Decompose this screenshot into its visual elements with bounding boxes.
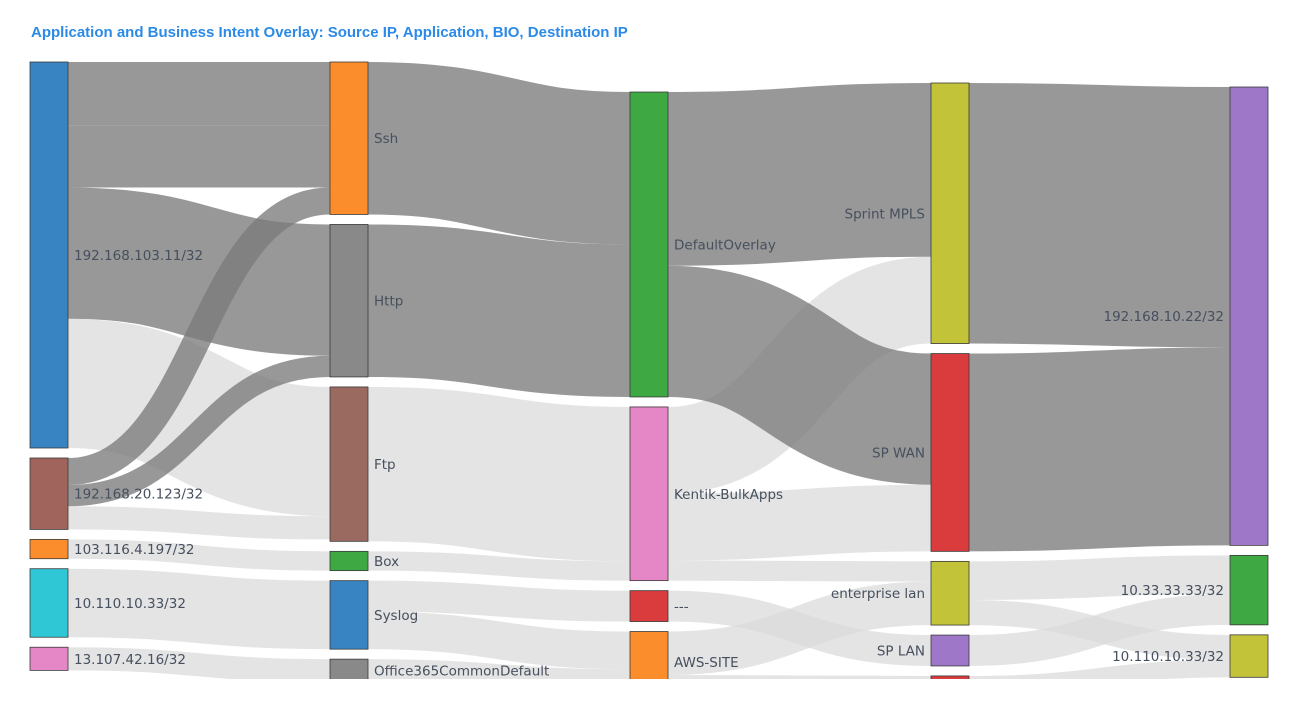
sankey-link-app1-bio1-10[interactable] (367, 62, 631, 245)
sankey-node-app1[interactable] (329, 61, 369, 215)
sankey-link-bio2-lnk3-21[interactable] (667, 560, 932, 582)
sankey-node-bio2[interactable] (629, 406, 669, 582)
sankey-link-app3-bio2-12[interactable] (367, 386, 631, 562)
sankey-node-lnk3[interactable] (930, 560, 970, 626)
sankey-node-label-dst3: 10.110.10.33/32 (1112, 649, 1224, 665)
sankey-node-label-app5: Syslog (374, 608, 418, 624)
links-layer (66, 61, 1231, 685)
sankey-link-src5-app6-9[interactable] (67, 647, 331, 679)
sankey-node-bio1[interactable] (629, 91, 669, 398)
sankey-node-label-src2: 192.168.20.123/32 (74, 487, 203, 503)
sankey-node-label-app1: Ssh (374, 131, 398, 147)
sankey-link-src2-app3-6[interactable] (67, 506, 331, 540)
sankey-node-label-src4: 10.110.10.33/32 (74, 596, 186, 612)
sankey-node-label-lnk3: enterprise lan (831, 586, 925, 602)
labels-layer: 192.168.103.11/32 192.168.20.123/32 103.11… (74, 131, 1225, 680)
nodes-layer (29, 61, 1269, 693)
sankey-node-label-app3: Ftp (374, 457, 396, 473)
sankey-link-src2-app1-4[interactable] (67, 187, 331, 486)
sankey-node-label-bio1: DefaultOverlay (674, 237, 776, 253)
sankey-node-app2[interactable] (329, 224, 369, 378)
sankey-node-lnk1[interactable] (930, 82, 970, 344)
sankey-link-bio1-lnk1-17[interactable] (667, 83, 932, 266)
sankey-node-label-src1: 192.168.103.11/32 (74, 248, 203, 264)
sankey-node-label-src3: 103.116.4.197/32 (74, 542, 195, 558)
sankey-link-app5-bio3-14[interactable] (367, 580, 631, 622)
sankey-node-app4[interactable] (329, 550, 369, 572)
sankey-node-label-bio4: AWS-SITE (674, 655, 739, 671)
sankey-node-lnk5[interactable] (930, 675, 970, 693)
sankey-node-app3[interactable] (329, 386, 369, 542)
sankey-link-app2-bio1-11[interactable] (367, 224, 631, 397)
sankey-link-lnk5-dst3-30[interactable] (968, 659, 1231, 685)
sankey-node-bio4[interactable] (629, 631, 669, 693)
sankey-node-src2[interactable] (29, 457, 69, 530)
sankey-link-lnk1-dst1-25[interactable] (968, 83, 1231, 348)
sankey-node-label-src5: 13.107.42.16/32 (74, 652, 186, 668)
sankey-link-src2-app2-5[interactable] (67, 355, 331, 507)
sankey-link-src4-app5-8[interactable] (67, 568, 331, 650)
sankey-link-app6-bio4-16[interactable] (367, 659, 631, 681)
sankey-node-label-bio3: --- (674, 599, 689, 615)
sankey-node-app5[interactable] (329, 580, 369, 650)
sankey-link-lnk3-dst2-27[interactable] (968, 555, 1231, 600)
sankey-link-app5-bio4-15[interactable] (367, 611, 631, 670)
sankey-node-label-lnk1: Sprint MPLS (845, 206, 925, 222)
sankey-link-bio2-lnk2-20[interactable] (667, 484, 932, 561)
sankey-link-src1-app2-2[interactable] (67, 187, 331, 356)
sankey-node-dst2[interactable] (1229, 554, 1269, 626)
sankey-node-label-app2: Http (374, 294, 403, 310)
chart-title: Application and Business Intent Overlay:… (31, 24, 628, 41)
sankey-link-app4-bio2-13[interactable] (367, 551, 631, 581)
sankey-link-bio4-lnk3-23[interactable] (667, 581, 932, 675)
sankey-link-lnk4-dst2-29[interactable] (968, 593, 1231, 666)
sankey-node-label-dst1: 192.168.10.22/32 (1104, 309, 1225, 325)
sankey-node-dst1[interactable] (1229, 86, 1269, 546)
sankey-node-src5[interactable] (29, 646, 69, 671)
sankey-node-label-app6: Office365CommonDefault (374, 664, 549, 680)
sankey-node-src1[interactable] (29, 61, 69, 449)
sankey-node-label-bio2: Kentik-BulkApps (674, 487, 783, 503)
sankey-node-lnk2[interactable] (930, 353, 970, 552)
sankey-link-bio4-lnk5-24[interactable] (668, 674, 932, 685)
sankey-link-src3-app4-7[interactable] (67, 539, 331, 571)
sankey-link-bio1-lnk2-18[interactable] (666, 265, 933, 485)
sankey-node-dst3[interactable] (1229, 634, 1269, 678)
sankey-node-app6[interactable] (329, 658, 369, 682)
sankey-node-bio3[interactable] (629, 590, 669, 622)
sankey-node-label-lnk4: SP LAN (877, 644, 925, 660)
sankey-node-src3[interactable] (29, 539, 69, 560)
sankey-node-lnk4[interactable] (930, 634, 970, 667)
sankey-link-lnk2-dst1-26[interactable] (968, 347, 1231, 552)
sankey-node-label-lnk2: SP WAN (872, 445, 925, 461)
sankey-node-label-app4: Box (374, 554, 399, 570)
sankey-node-label-dst2: 10.33.33.33/32 (1121, 583, 1224, 599)
sankey-node-src4[interactable] (29, 568, 69, 638)
